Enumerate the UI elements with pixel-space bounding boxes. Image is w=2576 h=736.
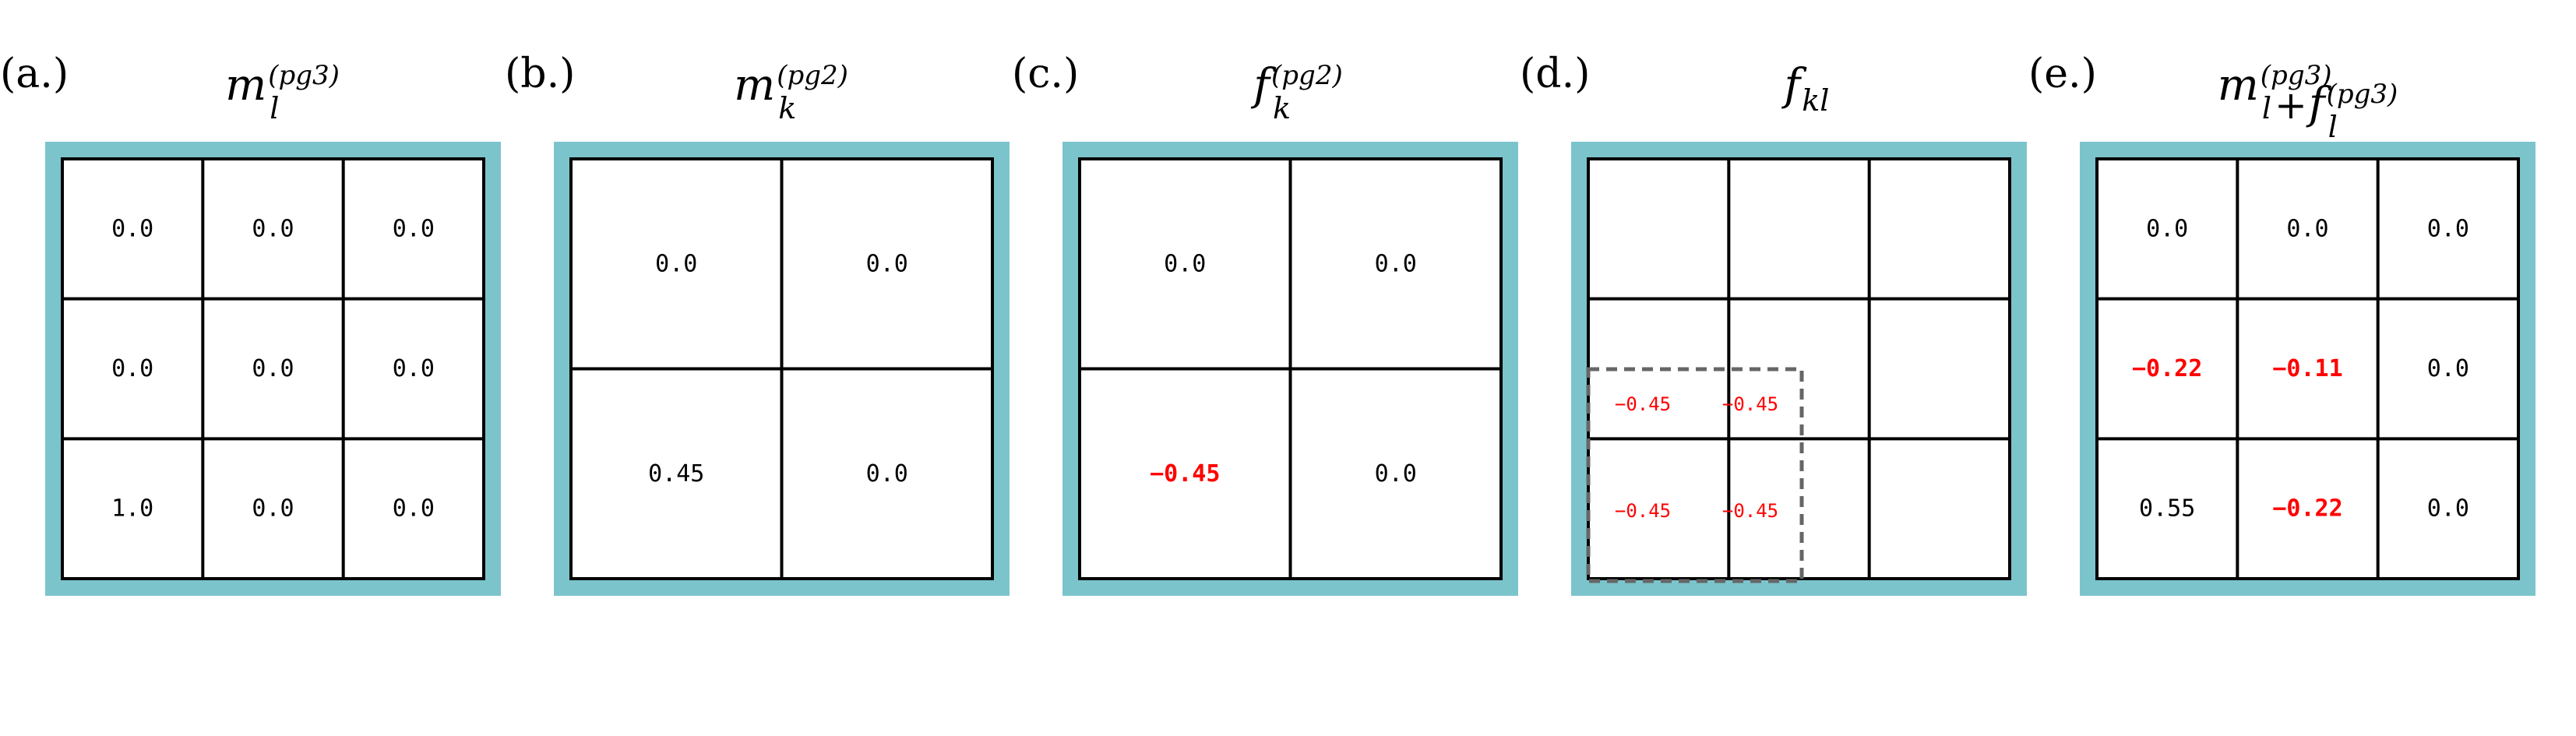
title-sub: l (2262, 91, 2271, 125)
grid-border (61, 157, 485, 580)
cell-value: −0.22 (2272, 495, 2342, 523)
cell-value: 0.0 (1375, 460, 1417, 488)
cell-value: 1.0 (111, 495, 153, 523)
cell-value: 0.0 (2427, 495, 2469, 523)
svg-text:m(pg2)k: m(pg2) k (734, 60, 848, 125)
subcell-value: −0.45 (1615, 393, 1671, 415)
cell-value: 0.0 (393, 495, 435, 523)
cell-value: −0.45 (1150, 460, 1220, 488)
cell-value: 0.0 (866, 460, 908, 488)
cell-value: 0.0 (1164, 250, 1206, 277)
panel-label: (d.) (1520, 51, 1590, 97)
title-sup2: (pg3) (2327, 79, 2398, 110)
panel-title: fkl (1781, 60, 1830, 118)
cell-value: 0.0 (393, 355, 435, 382)
cell-value: 0.55 (2139, 495, 2195, 523)
cell-value: 0.0 (252, 215, 294, 242)
svg-text:f(pg2)k: f(pg2) k (1250, 60, 1342, 125)
subcell-value: −0.45 (1615, 500, 1671, 522)
title-main: m (734, 60, 775, 111)
title-sup: (pg3) (268, 60, 340, 91)
title-sup: (pg3) (2261, 60, 2332, 91)
cell-value: 0.0 (252, 355, 294, 382)
cell-value: 0.0 (393, 215, 435, 242)
frame-inner (64, 160, 482, 577)
cell-value: 0.0 (1375, 250, 1417, 277)
cell-value: −0.22 (2132, 355, 2202, 382)
dashed-region (1586, 367, 1804, 583)
cell-value: 0.0 (111, 215, 153, 242)
panel-a: (a.) 0.0 0.0 0.0 0.0 0.0 0.0 1.0 0.0 0.0 (0, 51, 501, 596)
cell-value: 0.0 (111, 355, 153, 382)
panel-label: (e.) (2028, 51, 2097, 97)
title-main: m (225, 60, 266, 111)
frame-inner (1590, 160, 2008, 577)
title-sub2: l (2328, 110, 2338, 144)
title-sub: kl (1802, 83, 1829, 118)
panel-d: (d.) −0.45 −0.45 −0.45 −0.45 (1520, 51, 2027, 596)
subcell-value: −0.45 (1722, 393, 1778, 415)
panel-title: m(pg3) l+f(pg3) l (2218, 60, 2398, 144)
panel-title: m(pg2) k (734, 60, 848, 125)
svg-text:fkl: fkl (1781, 60, 1830, 118)
title-sup: (pg2) (777, 60, 848, 91)
cell-value: 0.45 (648, 460, 704, 488)
panel-label: (a.) (0, 51, 69, 97)
grid-border (2095, 157, 2520, 580)
title-sup: (pg2) (1271, 60, 1343, 91)
cell-value: 0.0 (2146, 215, 2188, 242)
cell-value: 0.0 (866, 250, 908, 277)
svg-text:m(pg3)l+f(pg3)l: m(pg3) l+f(pg3) l (2218, 60, 2398, 144)
panel-b: (b.) 0.0 0.0 0.45 0.0 (505, 51, 1010, 596)
frame-inner (2099, 160, 2517, 577)
title-sub: k (1273, 91, 1291, 125)
subcell-value: −0.45 (1722, 500, 1778, 522)
panel-c: (c.) 0.0 0.0 −0.45 0.0 (1012, 51, 1518, 596)
panel-label: (b.) (505, 51, 575, 97)
title-sub: k (778, 91, 796, 125)
svg-text:m(pg3)l: m(pg3) l (225, 60, 340, 125)
title-main: m (2218, 60, 2259, 111)
panel-label: (c.) (1012, 51, 1079, 97)
title-op: + (2275, 83, 2307, 128)
cell-value: 0.0 (2286, 215, 2328, 242)
panel-title: f(pg2) k (1250, 60, 1342, 125)
cell-value: 0.0 (655, 250, 697, 277)
title-sub: l (270, 91, 279, 125)
cell-value: 0.0 (2427, 355, 2469, 382)
cell-value: 0.0 (252, 495, 294, 523)
cell-value: −0.11 (2272, 355, 2342, 382)
panel-e: (e.) 0.0 0.0 0.0 −0.22 −0.11 0.0 0.55 −0.22 0.0 (2028, 51, 2535, 596)
panel-title: m(pg3) l (225, 60, 340, 125)
cell-value: 0.0 (2427, 215, 2469, 242)
